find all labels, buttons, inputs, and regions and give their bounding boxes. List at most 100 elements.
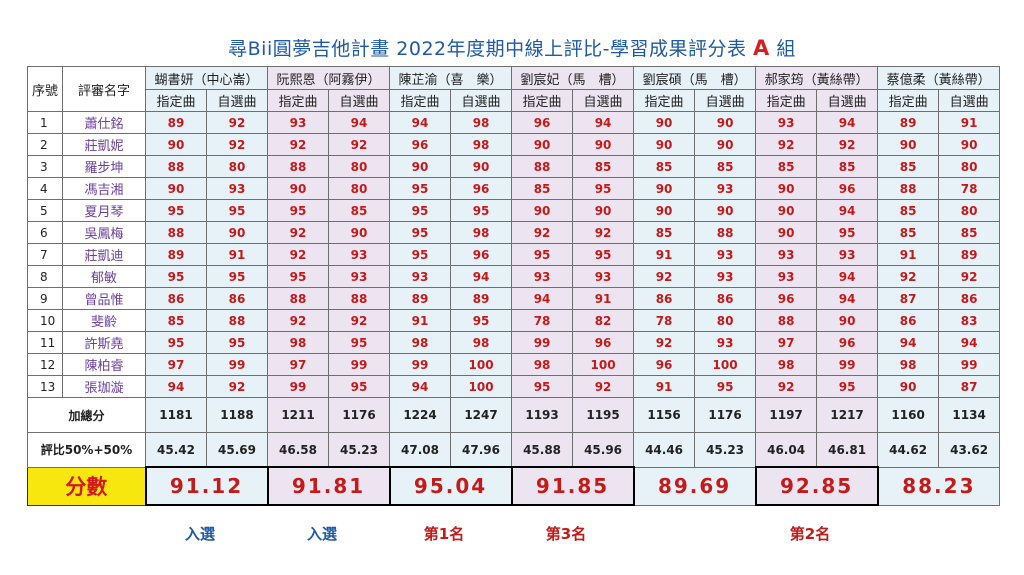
weighted-cell: 44.62 [877,432,940,468]
score-cell: 92 [205,133,269,156]
final-score: 92.85 [754,466,879,506]
score-cell: 92 [572,221,635,244]
score-cell: 87 [877,287,940,310]
score-table-body: 序號 評審名字 蝴書妍（中心崙） 阮熙恩（阿霧伊） 陳芷渝（喜 樂） 劉宸妃（馬 槽） 劉宸… [27,66,1001,506]
score-cell: 90 [755,177,818,200]
score-cell: 90 [877,133,940,156]
score-cell: 88 [755,309,818,332]
score-cell: 92 [205,375,269,398]
score-cell: 85 [145,309,207,332]
weighted-cell: 46.04 [755,432,818,468]
score-cell: 85 [877,221,940,244]
score-cell: 90 [816,309,879,332]
set-piece-header: 指定曲 [145,89,207,112]
judge-row: 10 斐齡 85 88 92 92 91 95 78 82 78 80 88 90 86 83 [27,309,1001,332]
totals-label: 加總分 [27,397,146,433]
score-cell: 93 [389,265,452,288]
free-piece-header: 自選曲 [816,89,879,112]
score-cell: 95 [450,309,513,332]
score-cell: 78 [511,309,574,332]
judge-name: 吳鳳梅 [62,221,146,244]
score-cell: 90 [633,111,696,134]
score-cell: 78 [938,177,1001,200]
score-cell: 78 [633,309,696,332]
score-cell: 91 [572,287,635,310]
final-score: 91.12 [144,466,269,506]
score-cell: 91 [633,243,696,266]
score-cell: 97 [267,353,330,376]
judge-seq: 8 [27,265,63,288]
free-piece-header: 自選曲 [694,89,757,112]
score-cell: 90 [572,133,635,156]
score-cell: 94 [145,375,207,398]
score-cell: 88 [145,155,207,178]
weighted-cell: 45.42 [145,432,207,468]
score-cell: 89 [389,287,452,310]
score-cell: 89 [938,243,1001,266]
total-cell: 1156 [633,397,696,433]
score-cell: 99 [267,375,330,398]
score-cell: 93 [511,265,574,288]
score-cell: 82 [572,309,635,332]
result-label: 入選 [184,525,216,543]
score-cell: 94 [572,111,635,134]
score-cell: 90 [877,375,940,398]
score-cell: 90 [450,155,513,178]
score-cell: 92 [633,331,696,354]
score-cell: 90 [572,199,635,222]
score-cell: 95 [389,199,452,222]
score-cell: 96 [816,331,879,354]
judge-row: 3 羅步坤 88 80 88 80 90 90 88 85 85 85 85 85 85 80 [27,155,1001,178]
score-cell: 93 [694,265,757,288]
total-cell: 1193 [511,397,574,433]
score-cell: 96 [572,331,635,354]
final-score: 89.69 [633,466,757,506]
judge-name: 夏月琴 [62,199,146,222]
score-cell: 92 [755,133,818,156]
score-cell: 95 [511,375,574,398]
total-cell: 1211 [267,397,330,433]
score-cell: 90 [328,221,391,244]
score-cell: 95 [572,243,635,266]
judge-seq: 12 [27,353,63,376]
judge-seq: 2 [27,133,63,156]
score-cell: 95 [450,199,513,222]
judge-row: 6 吳鳳梅 88 90 92 90 95 98 92 92 85 88 90 95 85 85 [27,221,1001,244]
score-cell: 90 [694,199,757,222]
score-cell: 100 [572,353,635,376]
score-cell: 98 [450,133,513,156]
result-label: 第3名 [545,525,587,543]
score-cell: 91 [633,375,696,398]
score-cell: 88 [511,155,574,178]
header-row-contestants: 序號 評審名字 蝴書妍（中心崙） 阮熙恩（阿霧伊） 陳芷渝（喜 樂） 劉宸妃（馬 槽） 劉宸… [27,66,1001,112]
score-cell: 88 [328,287,391,310]
score-cell: 86 [145,287,207,310]
total-cell: 1176 [328,397,391,433]
score-cell: 85 [633,155,696,178]
judge-row: 4 馮吉湘 90 93 90 80 95 96 85 95 90 93 90 96 88 78 [27,177,1001,200]
score-cell: 90 [694,111,757,134]
total-cell: 1197 [755,397,818,433]
free-piece-header: 自選曲 [205,89,269,112]
set-piece-header: 指定曲 [633,89,696,112]
judge-row: 5 夏月琴 95 95 95 85 95 95 90 90 90 90 90 94 85 80 [27,199,1001,222]
judge-seq: 7 [27,243,63,266]
score-cell: 91 [205,243,269,266]
score-cell: 93 [755,111,818,134]
judge-name: 馮吉湘 [62,177,146,200]
score-cell: 92 [816,133,879,156]
score-cell: 88 [145,221,207,244]
score-cell: 94 [328,111,391,134]
score-cell: 98 [450,221,513,244]
total-cell: 1247 [450,397,513,433]
score-cell: 86 [633,287,696,310]
score-cell: 90 [938,133,1001,156]
judge-name: 莊凱迪 [62,243,146,266]
score-cell: 97 [755,331,818,354]
score-cell: 95 [328,375,391,398]
total-cell: 1160 [877,397,940,433]
score-cell: 85 [511,177,574,200]
score-cell: 85 [633,221,696,244]
score-cell: 94 [389,111,452,134]
score-cell: 98 [450,331,513,354]
